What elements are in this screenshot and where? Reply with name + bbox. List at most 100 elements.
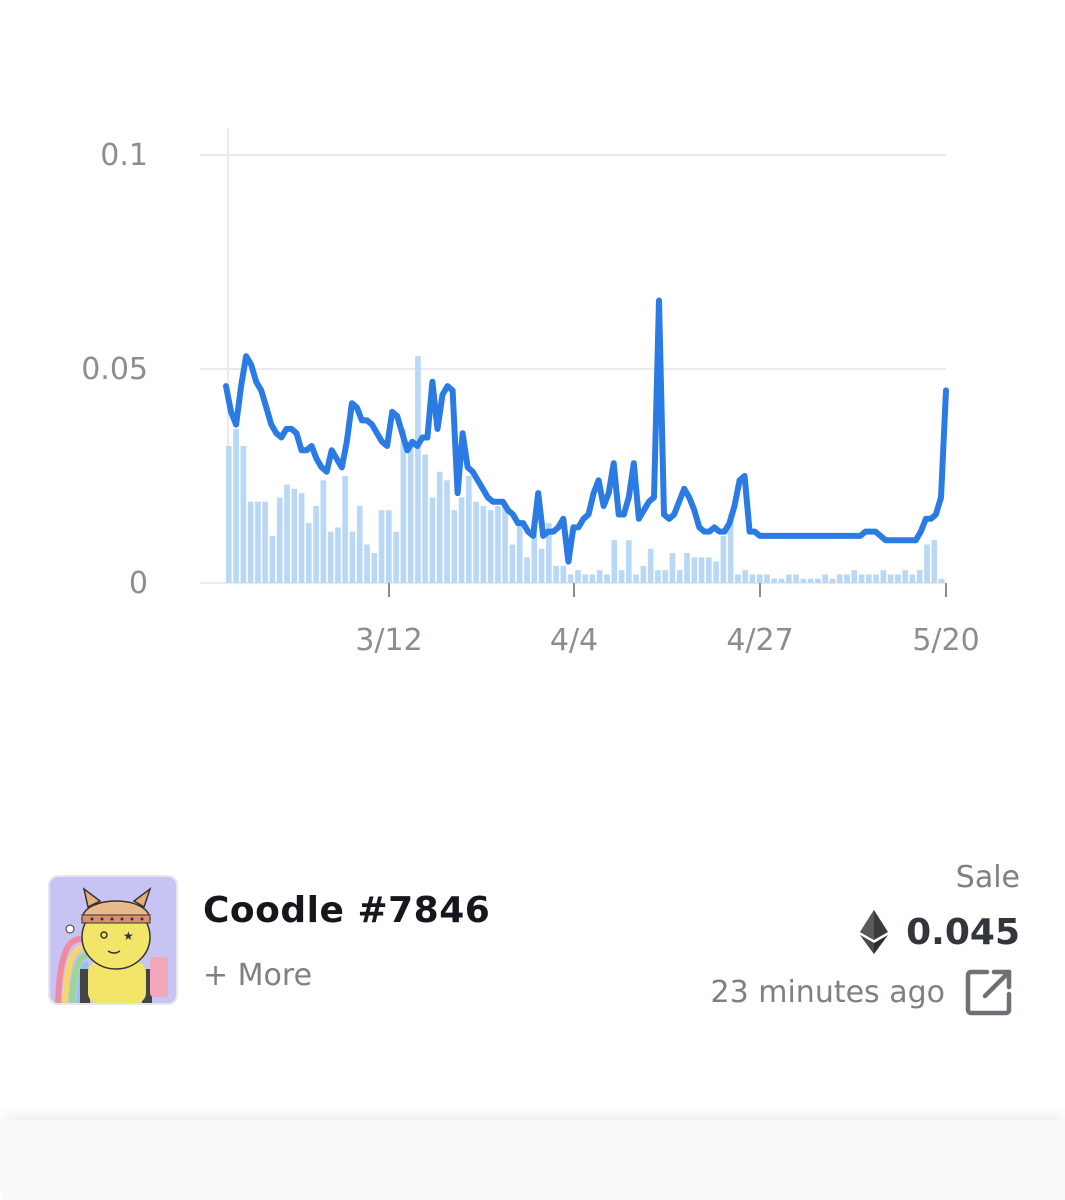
volume-bar [924,544,930,583]
volume-bar [691,557,698,583]
volume-bar [596,570,603,583]
price-line [223,297,949,565]
volume-bar [720,535,727,583]
volume-bar [655,570,661,583]
more-link[interactable]: + More [203,958,313,993]
sale-time: 23 minutes ago [711,966,1015,1018]
volume-bar [560,565,567,583]
volume-bar [829,578,836,583]
volume-bar [698,557,705,583]
volume-bar [538,548,545,583]
volume-bar [327,531,334,583]
volume-bar [902,570,909,583]
bottom-bar [3,1120,1065,1200]
volume-bar [473,501,479,583]
volume-bar [480,505,487,583]
volume-bar [524,557,530,583]
x-tick-label: 3/12 [355,623,422,658]
volume-bar [640,565,647,583]
volume-bar [938,578,945,583]
volume-bar [356,505,363,583]
x-axis-ticks: 3/12 4/4 4/27 5/20 [355,583,980,658]
volume-bar [386,510,392,583]
volume-bar [371,553,378,583]
volume-bar [495,505,501,583]
volume-bar [400,428,407,583]
chart-grid [200,128,946,584]
event-type-label: Sale [955,860,1020,895]
volume-bar [931,540,938,583]
volume-bar [226,446,232,583]
x-tick-label: 4/27 [726,623,793,658]
volume-bar [873,574,879,583]
volume-bar [742,570,749,583]
volume-bar [895,574,901,583]
volume-bar [378,510,385,583]
volume-bar [502,505,509,583]
volume-bar [233,428,239,583]
volume-bar [880,570,887,583]
volume-bar [553,565,559,583]
volume-bar [415,356,421,583]
volume-bar [291,488,298,583]
sale-row[interactable]: ★ Coodle #7846 + More Sale 0.045 23 minu… [0,850,1065,1020]
volume-bar [458,497,465,583]
volume-bar [335,527,341,583]
volume-bar [822,574,829,583]
x-tick-label: 4/4 [550,623,598,658]
volume-bar [240,446,247,583]
volume-bars [226,356,945,583]
volume-bar [909,574,916,583]
price-value: 0.045 [906,911,1020,953]
volume-bar [531,527,538,583]
volume-bar [429,497,436,583]
volume-bar [851,570,858,583]
volume-bar [393,531,399,583]
volume-bar [815,578,821,583]
volume-bar [764,574,770,583]
volume-bar [669,553,676,583]
volume-bar [422,454,429,583]
x-tick-label: 5/20 [912,623,979,658]
volume-bar [676,570,683,583]
volume-bar [269,535,276,583]
volume-bar [793,574,799,583]
volume-bar [647,548,654,583]
price-history-chart: 0.1 0.05 0 3/12 4/4 4/27 5/20 [81,128,980,658]
volume-bar [487,510,494,583]
volume-bar [713,561,719,583]
volume-bar [575,570,581,583]
volume-bar [436,471,443,583]
volume-bar [451,510,458,583]
volume-bar [618,570,625,583]
volume-bar [662,570,669,583]
volume-bar [807,578,814,583]
svg-text:★: ★ [123,929,134,943]
external-link-icon[interactable] [963,966,1015,1018]
price: 0.045 [860,910,1020,954]
volume-bar [582,574,589,583]
volume-bar [342,476,349,583]
volume-bar [858,574,865,583]
volume-bar [844,574,850,583]
volume-bar [364,544,370,583]
volume-bar [706,557,712,583]
price-line-path [223,297,949,565]
volume-bar [684,553,690,583]
item-name[interactable]: Coodle #7846 [203,890,491,931]
volume-bar [320,480,327,583]
volume-bar [546,523,552,583]
volume-bar [800,578,807,583]
volume-bar [604,574,610,583]
volume-bar [276,497,283,583]
volume-bar [749,574,756,583]
volume-bar [247,501,254,583]
volume-bar [778,578,785,583]
volume-bar [633,574,639,583]
nft-thumbnail[interactable]: ★ [48,875,178,1005]
volume-bar [262,501,269,583]
volume-bar [866,574,872,583]
volume-bar [298,493,305,583]
volume-bar [516,523,523,583]
ethereum-icon [860,910,889,954]
